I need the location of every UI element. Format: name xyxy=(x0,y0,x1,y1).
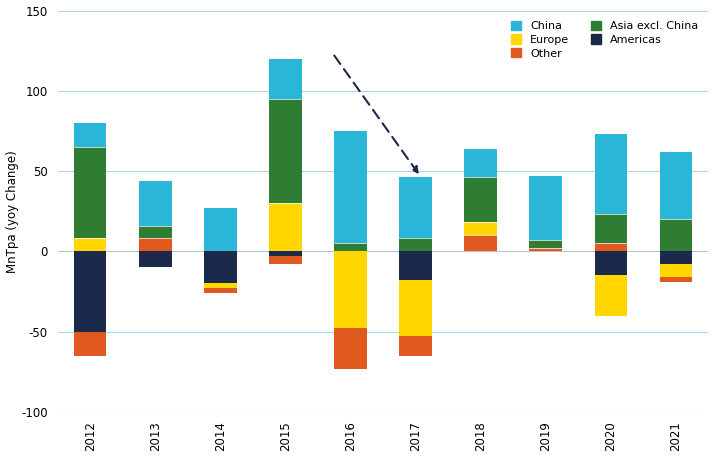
Bar xyxy=(334,243,367,251)
Bar xyxy=(464,177,497,223)
Bar xyxy=(399,251,432,280)
Bar xyxy=(660,264,692,277)
Bar xyxy=(595,214,627,243)
Bar xyxy=(74,332,106,356)
Bar xyxy=(530,176,562,240)
Bar xyxy=(660,219,692,251)
Bar xyxy=(139,239,171,251)
Bar xyxy=(74,251,106,332)
Bar xyxy=(334,251,367,329)
Legend: China, Europe, Other, Asia excl. China, Americas: China, Europe, Other, Asia excl. China, … xyxy=(507,16,703,63)
Bar xyxy=(660,277,692,282)
Bar xyxy=(204,208,236,251)
Bar xyxy=(334,131,367,243)
Bar xyxy=(334,329,367,368)
Bar xyxy=(204,283,236,288)
Bar xyxy=(399,280,432,336)
Bar xyxy=(269,203,302,251)
Bar xyxy=(269,99,302,203)
Bar xyxy=(464,223,497,235)
Bar xyxy=(74,239,106,251)
Bar xyxy=(269,58,302,99)
Bar xyxy=(139,226,171,239)
Bar xyxy=(530,240,562,248)
Bar xyxy=(464,235,497,251)
Bar xyxy=(399,177,432,239)
Bar xyxy=(139,181,171,226)
Bar xyxy=(204,288,236,293)
Bar xyxy=(660,251,692,264)
Bar xyxy=(464,149,497,177)
Bar xyxy=(660,152,692,219)
Bar xyxy=(269,251,302,256)
Bar xyxy=(139,251,171,267)
Bar xyxy=(595,276,627,315)
Bar xyxy=(595,243,627,251)
Y-axis label: MnTpa (yoy Change): MnTpa (yoy Change) xyxy=(6,150,19,272)
Bar xyxy=(204,251,236,283)
Bar xyxy=(595,134,627,214)
Bar xyxy=(269,256,302,264)
Bar xyxy=(74,123,106,147)
Bar xyxy=(530,248,562,251)
Bar xyxy=(399,239,432,251)
Bar xyxy=(74,147,106,239)
Bar xyxy=(399,336,432,356)
Bar xyxy=(595,251,627,276)
